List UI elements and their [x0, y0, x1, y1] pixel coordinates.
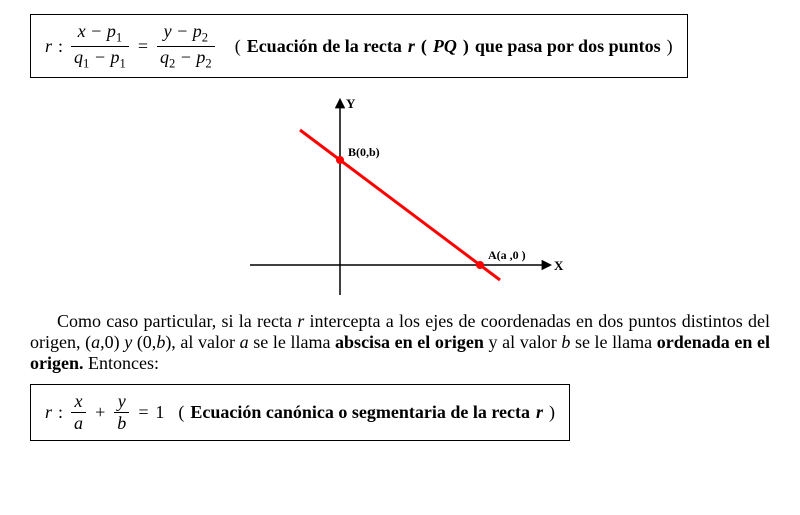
eq2-desc-close: ) — [549, 402, 555, 423]
eq1-right-frac: y − p2 q2 − p2 — [157, 21, 215, 71]
eq1-desc-open: ( — [235, 36, 241, 57]
eq1-ld-bs: 1 — [119, 56, 125, 70]
eq1-rn-a: y — [164, 21, 172, 41]
eq2-one: 1 — [155, 402, 164, 423]
eq2-f2d: b — [114, 412, 129, 434]
eq1-rd-a: q — [160, 47, 169, 67]
svg-text:A(a ,0 ): A(a ,0 ) — [488, 248, 526, 262]
eq1-rd-as: 2 — [169, 56, 175, 70]
p-bold1: abscisa en el origen — [335, 332, 484, 352]
eq2-f1n: x — [71, 391, 86, 412]
eq1-ln-b: p — [107, 21, 116, 41]
svg-text:B(0,b): B(0,b) — [348, 145, 380, 159]
graph-container: X Y B(0,b) A(a ,0 ) — [30, 90, 770, 305]
p-t4: (0, — [132, 332, 156, 352]
eq1-colon: : — [58, 36, 63, 57]
eq1-r: r — [45, 36, 52, 57]
eq2-plus: + — [94, 402, 106, 423]
eq1-desc-r: r — [408, 36, 415, 57]
eq1-equals: = — [137, 36, 149, 57]
eq1-desc-fopen: ( — [421, 36, 427, 57]
explanation-paragraph: Como caso particular, si la recta r inte… — [30, 311, 770, 374]
eq1-rn-b: p — [193, 21, 202, 41]
eq2-r: r — [45, 402, 52, 423]
eq1-rn-bs: 2 — [202, 31, 208, 45]
equation-canonical: r : x a + y b = 1 ( Ecuación canónica o se… — [45, 391, 555, 434]
p-t1: Como caso particular, si la recta — [57, 311, 297, 331]
svg-text:Y: Y — [346, 96, 356, 111]
p-t9: Entonces: — [84, 353, 159, 373]
p-t7: y al valor — [484, 332, 561, 352]
equation-canonical-box: r : x a + y b = 1 ( Ecuación canónica o se… — [30, 384, 570, 441]
eq1-desc-close: ) — [667, 36, 673, 57]
eq2-f1d: a — [71, 412, 86, 434]
eq2-f1: x a — [71, 391, 86, 434]
eq1-desc-fclose: ) — [463, 36, 469, 57]
eq1-ld-a: q — [74, 47, 83, 67]
eq2-f2n: y — [114, 391, 129, 412]
eq1-ld-as: 1 — [83, 56, 89, 70]
p-a1: a — [91, 332, 100, 352]
svg-text:X: X — [554, 258, 564, 273]
p-t5: ), al valor — [165, 332, 239, 352]
p-a2: a — [240, 332, 249, 352]
eq2-desc-text: Ecuación canónica o segmentaria de la re… — [190, 402, 530, 423]
p-b2: b — [561, 332, 570, 352]
eq1-ln-a: x — [78, 21, 86, 41]
p-y: y — [124, 332, 132, 352]
eq1-desc-tail: que pasa por dos puntos — [475, 36, 661, 57]
eq1-rd-bs: 2 — [205, 56, 211, 70]
equation-two-point: r : x − p1 q1 − p1 = y − p2 q2 − p2 ( Ecu… — [45, 21, 673, 71]
eq2-desc-open: ( — [178, 402, 184, 423]
p-t3: ,0) — [100, 332, 124, 352]
eq1-desc-arg: PQ — [433, 36, 457, 57]
eq2-colon: : — [58, 402, 63, 423]
p-t8: se le llama — [570, 332, 656, 352]
eq2-eq: = — [137, 402, 149, 423]
eq2-desc-r: r — [536, 402, 543, 423]
equation-two-point-box: r : x − p1 q1 − p1 = y − p2 q2 − p2 ( Ecu… — [30, 14, 688, 78]
eq2-f2: y b — [114, 391, 129, 434]
axes-graph: X Y B(0,b) A(a ,0 ) — [230, 90, 570, 300]
p-t6: se le llama — [249, 332, 335, 352]
eq1-ln-bs: 1 — [116, 31, 122, 45]
eq1-left-frac: x − p1 q1 − p1 — [71, 21, 129, 71]
eq1-desc-text: Ecuación de la recta — [247, 36, 402, 57]
p-b1: b — [156, 332, 165, 352]
